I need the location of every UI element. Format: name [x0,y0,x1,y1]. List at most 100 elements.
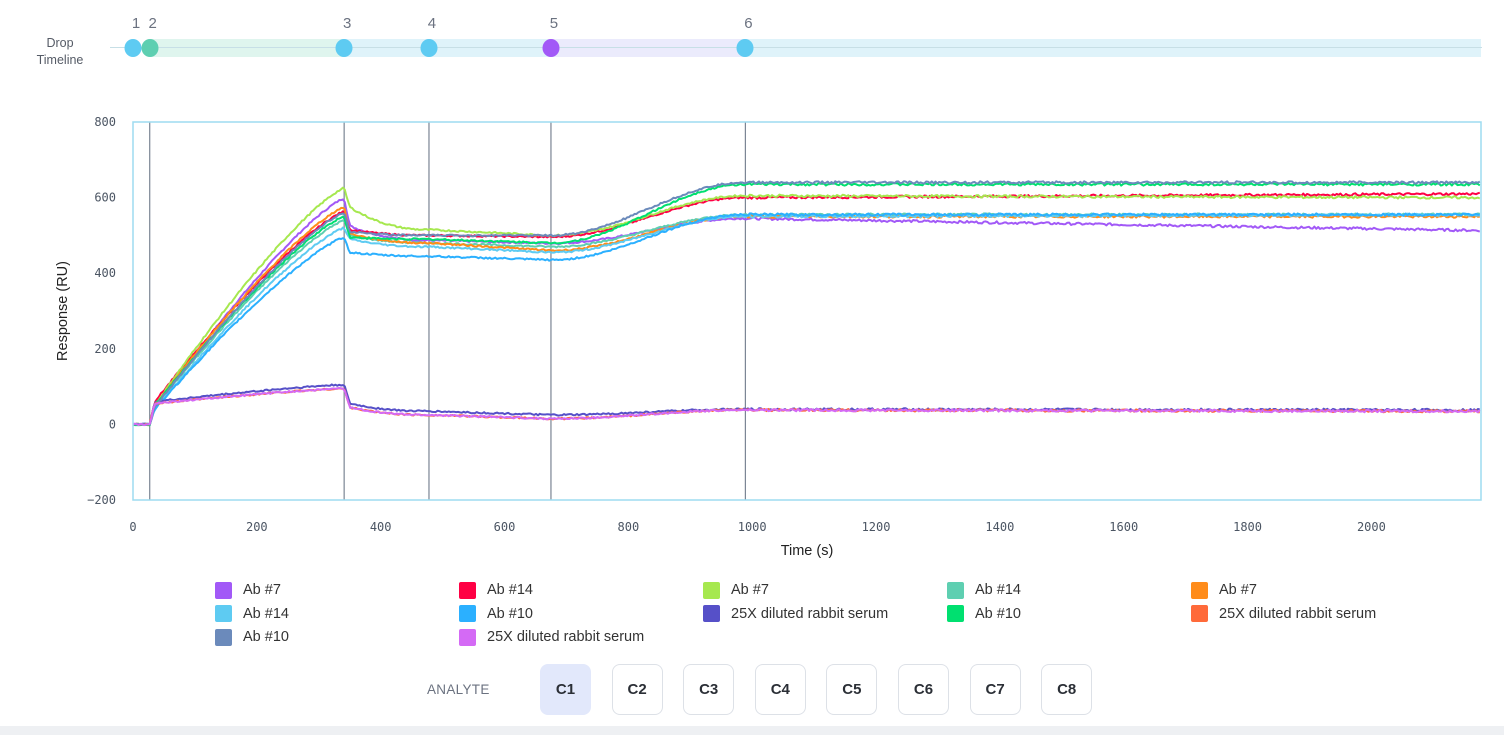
timeline-band [550,39,746,57]
legend-swatch [459,581,476,599]
analyte-button-c1[interactable]: C1 [540,664,591,715]
series-line [133,387,1480,426]
legend-label: 25X diluted rabbit serum [1219,605,1377,622]
series-line [132,387,1481,427]
drop-marker[interactable] [420,39,438,57]
legend-item[interactable]: Ab #10 [215,626,289,648]
legend-label: 25X diluted rabbit serum [731,605,889,622]
y-tick-label: −200 [87,493,116,507]
legend-swatch [215,581,232,599]
analyte-label: ANALYTE [427,682,490,697]
drop-number: 5 [549,15,559,32]
series-line [132,212,1481,426]
x-tick-label: 2000 [1357,520,1386,534]
timeline-band [344,39,551,57]
legend-item[interactable]: Ab #7 [215,579,281,601]
x-tick-label: 0 [129,520,136,534]
x-tick-label: 400 [370,520,392,534]
drop-timeline-label-line2: Timeline [36,53,84,67]
series-line [132,383,1481,426]
analyte-button-c8[interactable]: C8 [1041,664,1093,715]
analyte-button-c5[interactable]: C5 [826,664,878,715]
legend-swatch [215,605,232,622]
sensorgram-chart: −200 0 200 400 600 800 0 200 400 600 800 1000 1200 1… [55,115,1482,559]
analyte-button-c3[interactable]: C3 [683,664,735,715]
drop-number: 1 [131,15,141,32]
legend-swatch [459,605,476,622]
drop-number: 6 [744,15,753,32]
legend-swatch [459,628,476,646]
y-tick-label: 600 [94,191,116,205]
analyte-button-c4[interactable]: C4 [754,664,806,715]
legend-label: Ab #10 [243,629,289,645]
legend-swatch [703,605,720,622]
legend-item[interactable]: Ab #14 [459,579,533,601]
legend-item[interactable]: Ab #10 [459,603,533,625]
series-line [132,180,1481,426]
drop-number: 2 [148,15,157,32]
legend-label: 25X diluted rabbit serum [487,629,645,645]
series-line [132,191,1481,426]
legend-label: Ab #10 [975,605,1021,622]
y-axis-title: Response (RU) [55,261,71,361]
drop-timeline-label-line1: Drop [46,36,74,50]
x-tick-label: 800 [618,520,640,534]
x-tick-label: 600 [494,520,516,534]
legend-label: Ab #14 [487,582,533,598]
legend-swatch [703,581,720,599]
drop-marker[interactable] [124,39,142,57]
y-tick-label: 200 [94,342,116,356]
series-line [132,182,1481,427]
x-tick-label: 200 [246,520,268,534]
timeline-band [149,39,345,57]
legend-item[interactable]: Ab #7 [703,579,769,601]
drop-marker[interactable] [335,39,353,57]
timeline-band [745,39,1481,57]
series-line [132,212,1480,427]
plot-frame [132,121,1482,501]
x-tick-label: 1600 [1109,520,1138,534]
analyte-selector: ANALYTE C1 C2 C3 C4 C5 C6 C7 C8 [0,664,1504,718]
legend-item[interactable]: Ab #7 [1191,579,1257,601]
footer-bar [0,726,1504,735]
y-tick-label: 400 [94,266,116,280]
legend-swatch [215,628,232,646]
x-axis-title: Time (s) [781,543,834,559]
legend-label: Ab #7 [731,582,769,598]
legend-label: Ab #10 [487,605,533,622]
analyte-button-c7[interactable]: C7 [969,664,1021,715]
series-line [132,198,1481,427]
analyte-button-c6[interactable]: C6 [898,664,949,715]
legend-swatch [1191,605,1208,622]
x-tick-label: 1000 [738,520,767,534]
y-tick-label: 0 [109,417,116,431]
drop-number: 4 [427,15,437,32]
legend-item[interactable]: Ab #10 [947,603,1021,625]
timeline-track [110,47,1482,48]
legend-item[interactable]: Ab #14 [215,603,289,625]
legend-swatch [947,581,964,599]
legend-label: Ab #14 [975,582,1021,598]
drop-timeline-label: Drop Timeline [30,35,90,69]
x-tick-label: 1800 [1233,520,1262,534]
legend-item[interactable]: 25X diluted rabbit serum [703,603,888,625]
legend-label: Ab #7 [1219,582,1257,598]
analyte-button-c2[interactable]: C2 [611,664,663,715]
legend-label: Ab #7 [243,582,281,598]
drop-marker[interactable] [141,39,159,57]
y-tick-label: 800 [94,115,116,129]
drop-number: 3 [342,15,352,32]
legend-item[interactable]: Ab #14 [947,579,1021,601]
x-tick-label: 1400 [985,520,1014,534]
drop-marker[interactable] [542,39,560,57]
series-line [132,186,1481,427]
drop-marker[interactable] [736,39,754,57]
x-tick-label: 1200 [862,520,891,534]
legend-swatch [947,605,964,622]
legend-item[interactable]: 25X diluted rabbit serum [1191,603,1376,625]
legend-swatch [1191,581,1208,599]
series-line [132,212,1480,426]
legend-item[interactable]: 25X diluted rabbit serum [459,626,644,648]
legend-label: Ab #14 [243,605,289,622]
